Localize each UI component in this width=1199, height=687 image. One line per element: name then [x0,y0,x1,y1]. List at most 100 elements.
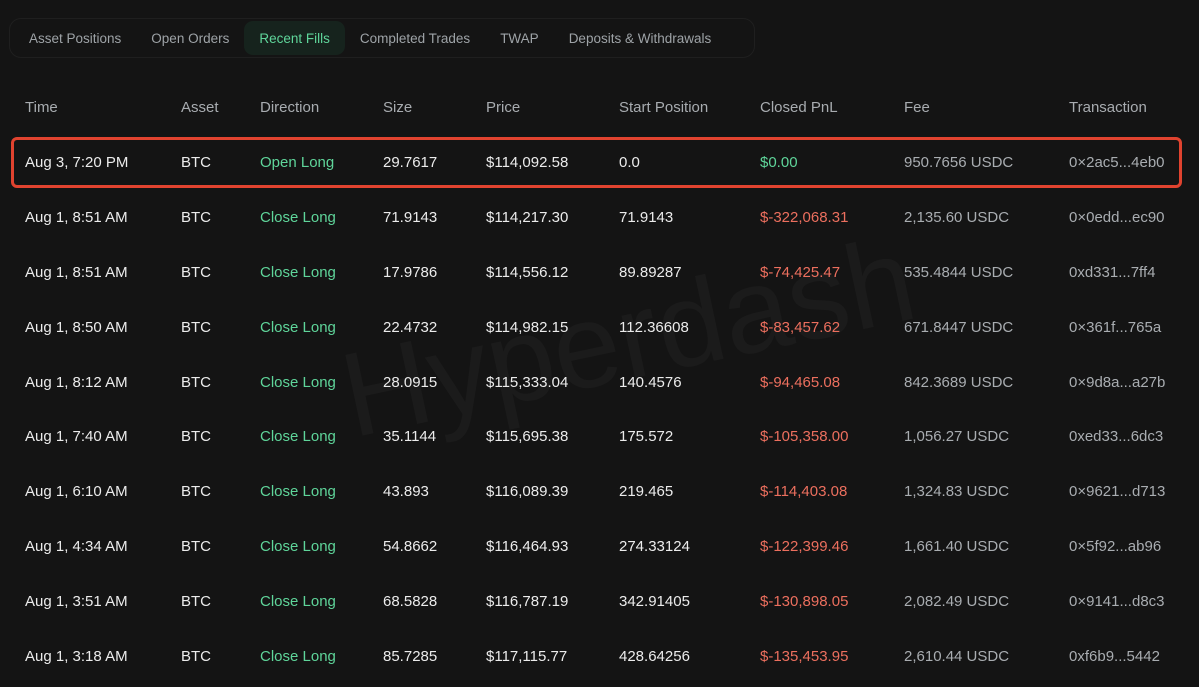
tab-bar: Asset Positions Open Orders Recent Fills… [9,18,755,58]
cell-size: 85.7285 [383,648,438,666]
tab-twap[interactable]: TWAP [500,30,539,46]
cell-closed-pnl: $-122,399.46 [760,538,849,556]
cell-transaction[interactable]: 0×5f92...ab96 [1069,538,1162,556]
cell-fee: 950.7656 USDC [904,154,1014,171]
table-row[interactable]: Aug 1, 8:50 AM BTC Close Long 22.4732 $114,9… [0,301,1199,356]
cell-size: 29.7617 [383,154,438,171]
header-asset[interactable]: Asset [181,99,219,116]
tab-asset-positions[interactable]: Asset Positions [29,30,122,46]
cell-asset: BTC [181,263,211,281]
cell-asset: BTC [181,373,211,391]
cell-time: Aug 1, 8:51 AM [25,208,128,226]
cell-start-position: 89.89287 [619,263,682,281]
fills-table-body: Aug 3, 7:20 PM BTC Open Long 29.7617 $114,09… [0,136,1199,685]
cell-fee: 1,324.83 USDC [904,483,1010,501]
cell-size: 17.9786 [383,263,438,281]
cell-transaction[interactable]: 0×2ac5...4eb0 [1069,154,1165,171]
table-row[interactable]: Aug 1, 8:51 AM BTC Close Long 71.9143 $114,2… [0,191,1199,246]
cell-start-position: 428.64256 [619,648,690,666]
header-size[interactable]: Size [383,99,413,116]
table-row[interactable]: Aug 1, 7:40 AM BTC Close Long 35.1144 $115,6… [0,410,1199,465]
cell-time: Aug 1, 4:34 AM [25,538,128,556]
cell-direction: Close Long [260,593,336,611]
cell-closed-pnl: $-114,403.08 [760,483,848,501]
cell-price: $114,092.58 [486,154,569,171]
cell-price: $116,787.19 [486,593,569,611]
cell-time: Aug 1, 8:12 AM [25,373,128,391]
cell-transaction[interactable]: 0×9141...d8c3 [1069,593,1165,611]
cell-asset: BTC [181,208,211,226]
cell-direction: Close Long [260,373,336,391]
cell-direction: Close Long [260,428,336,446]
cell-time: Aug 3, 7:20 PM [25,154,129,171]
cell-size: 35.1144 [383,428,437,446]
table-row[interactable]: Aug 1, 8:51 AM BTC Close Long 17.9786 $114,5… [0,246,1199,301]
cell-closed-pnl: $-105,358.00 [760,428,849,446]
cell-direction: Close Long [260,318,336,336]
cell-size: 68.5828 [383,593,438,611]
cell-closed-pnl: $-94,465.08 [760,373,841,391]
tab-open-orders[interactable]: Open Orders [151,30,230,46]
cell-price: $114,556.12 [486,263,569,281]
cell-transaction[interactable]: 0×0edd...ec90 [1069,208,1165,226]
tab-completed-trades[interactable]: Completed Trades [359,30,471,46]
cell-price: $116,089.39 [486,483,569,501]
cell-direction: Close Long [260,208,336,226]
table-row[interactable]: Aug 1, 6:10 AM BTC Close Long 43.893 $116,08… [0,465,1199,520]
tab-recent-fills[interactable]: Recent Fills [244,21,345,55]
cell-price: $117,115.77 [486,648,568,666]
cell-start-position: 274.33124 [619,538,690,556]
header-time[interactable]: Time [25,99,58,116]
cell-transaction[interactable]: 0xf6b9...5442 [1069,648,1160,666]
cell-asset: BTC [181,538,211,556]
cell-closed-pnl: $-74,425.47 [760,263,841,281]
cell-direction: Close Long [260,538,336,556]
table-row[interactable]: Aug 1, 4:34 AM BTC Close Long 54.8662 $116,4… [0,520,1199,575]
cell-fee: 1,056.27 USDC [904,428,1010,446]
cell-price: $114,217.30 [486,208,569,226]
table-row[interactable]: Aug 1, 3:18 AM BTC Close Long 85.7285 $117,1… [0,630,1199,685]
cell-size: 71.9143 [383,208,438,226]
cell-fee: 1,661.40 USDC [904,538,1010,556]
cell-transaction[interactable]: 0×361f...765a [1069,318,1162,336]
cell-price: $116,464.93 [486,538,569,556]
cell-start-position: 175.572 [619,428,674,446]
cell-fee: 535.4844 USDC [904,263,1014,281]
cell-price: $114,982.15 [486,318,569,336]
cell-transaction[interactable]: 0×9621...d713 [1069,483,1166,501]
cell-transaction[interactable]: 0xd331...7ff4 [1069,263,1156,281]
tab-deposits-withdrawals[interactable]: Deposits & Withdrawals [568,30,712,46]
cell-asset: BTC [181,428,211,446]
cell-size: 22.4732 [383,318,438,336]
cell-direction: Close Long [260,648,336,666]
table-row[interactable]: Aug 1, 3:51 AM BTC Close Long 68.5828 $116,7… [0,575,1199,630]
cell-closed-pnl: $0.00 [760,154,798,171]
cell-asset: BTC [181,648,211,666]
cell-fee: 671.8447 USDC [904,318,1014,336]
cell-size: 28.0915 [383,373,438,391]
cell-fee: 2,082.49 USDC [904,593,1010,611]
cell-time: Aug 1, 6:10 AM [25,483,128,501]
cell-transaction[interactable]: 0xed33...6dc3 [1069,428,1164,446]
cell-time: Aug 1, 8:50 AM [25,318,128,336]
table-header: Time Asset Direction Size Price Start Po… [0,88,1199,128]
cell-time: Aug 1, 3:18 AM [25,648,128,666]
cell-direction: Open Long [260,154,335,171]
cell-fee: 2,135.60 USDC [904,208,1010,226]
header-start-position[interactable]: Start Position [619,99,709,116]
cell-fee: 842.3689 USDC [904,373,1014,391]
table-row[interactable]: Aug 1, 8:12 AM BTC Close Long 28.0915 $115,3… [0,356,1199,411]
cell-fee: 2,610.44 USDC [904,648,1010,666]
header-closed-pnl[interactable]: Closed PnL [760,99,838,116]
cell-transaction[interactable]: 0×9d8a...a27b [1069,373,1166,391]
header-price[interactable]: Price [486,99,521,116]
cell-start-position: 112.36608 [619,318,689,336]
header-fee[interactable]: Fee [904,99,930,116]
header-transaction[interactable]: Transaction [1069,99,1147,116]
header-direction[interactable]: Direction [260,99,320,116]
table-row[interactable]: Aug 3, 7:20 PM BTC Open Long 29.7617 $114,09… [0,136,1199,191]
cell-asset: BTC [181,154,211,171]
cell-time: Aug 1, 7:40 AM [25,428,128,446]
cell-time: Aug 1, 3:51 AM [25,593,128,611]
cell-asset: BTC [181,318,211,336]
